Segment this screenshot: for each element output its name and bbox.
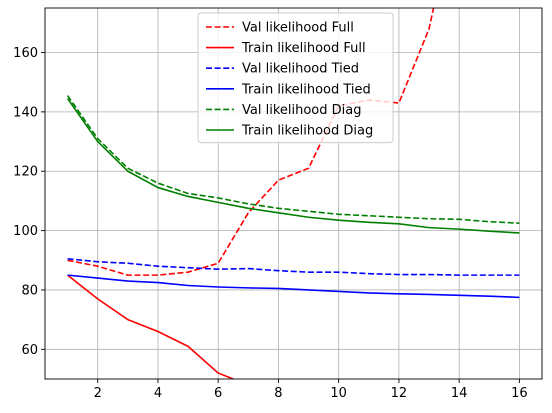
series-line-2 — [67, 274, 236, 379]
series-line-4 — [67, 274, 520, 299]
x-tick-label: 12 — [391, 386, 408, 401]
legend-label: Train likelihood Diag — [241, 124, 373, 139]
series-line-5 — [66, 95, 520, 224]
legend-label: Val likelihood Diag — [242, 103, 361, 118]
axes-frame — [44, 7, 543, 380]
series-line-1 — [67, 8, 435, 276]
legend-label: Train likelihood Full — [241, 41, 366, 56]
y-tick-label: 100 — [13, 224, 38, 239]
y-tick-label: 60 — [21, 343, 38, 358]
x-axis-ticks: 2 4 6 8 10 12 14 16 — [94, 379, 528, 401]
y-axis-ticks: 60 80 100 120 140 160 — [13, 46, 45, 358]
series-group — [66, 8, 520, 379]
x-tick-label: 14 — [451, 386, 468, 401]
y-tick-label: 80 — [21, 283, 38, 298]
legend-label: Train likelihood Tied — [241, 82, 371, 97]
x-tick-label: 4 — [154, 386, 162, 401]
x-tick-label: 6 — [214, 386, 222, 401]
x-tick-label: 10 — [330, 386, 347, 401]
legend-label: Val likelihood Full — [242, 21, 354, 36]
legend-box — [197, 12, 394, 144]
x-tick-label: 2 — [94, 386, 102, 401]
x-tick-label: 8 — [274, 386, 282, 401]
legend: Val likelihood Full Train likelihood Full… — [197, 12, 394, 144]
y-tick-label: 160 — [13, 46, 38, 61]
series-line-6 — [66, 98, 520, 234]
series-line-3 — [67, 258, 520, 276]
y-tick-label: 120 — [13, 165, 38, 180]
legend-label: Val likelihood Tied — [242, 62, 359, 77]
x-tick-label: 16 — [511, 386, 528, 401]
y-tick-label: 140 — [13, 105, 38, 120]
